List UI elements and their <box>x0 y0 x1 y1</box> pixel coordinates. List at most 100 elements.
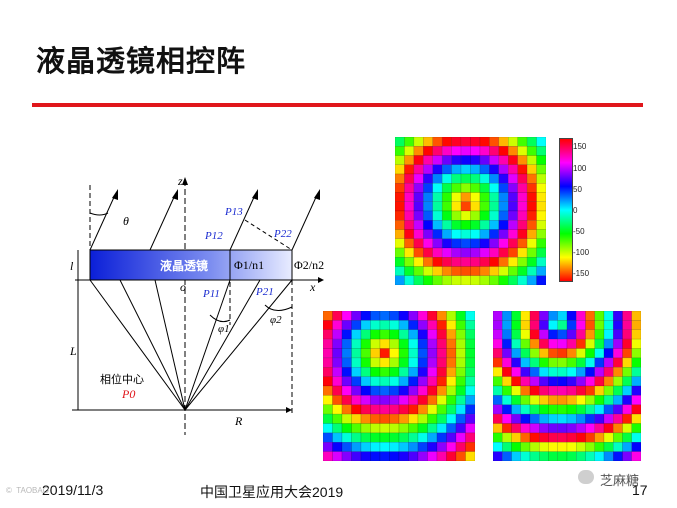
heatmap-cell <box>520 338 531 349</box>
heatmap-cell <box>585 367 595 377</box>
heatmap-cell <box>536 229 546 239</box>
heatmap-cell <box>417 385 428 396</box>
heatmap-cell <box>341 432 352 443</box>
heatmap-cell <box>498 137 509 147</box>
heatmap-cell <box>413 164 424 175</box>
heatmap-cell <box>332 413 343 424</box>
heatmap-cell <box>417 376 428 387</box>
heatmap-cell <box>470 275 481 285</box>
heatmap-cell <box>470 192 481 202</box>
heatmap-cell <box>341 442 352 452</box>
heatmap-cell <box>526 155 537 165</box>
heatmap-cell <box>432 183 443 193</box>
heatmap-cell <box>511 329 521 340</box>
heatmap-cell <box>603 367 614 377</box>
heatmap-cell <box>536 238 546 249</box>
heatmap-cell <box>557 357 568 368</box>
p13-label: P13 <box>224 206 243 218</box>
heatmap-cell <box>557 376 568 387</box>
heatmap-cell <box>479 164 490 175</box>
heatmap-cell <box>557 451 568 461</box>
heatmap-cell <box>479 173 490 184</box>
heatmap-cell <box>576 432 586 443</box>
heatmap-cell <box>585 395 595 406</box>
heatmap-cell <box>498 266 509 276</box>
heatmap-cell <box>360 442 371 452</box>
heatmap-cell <box>370 367 381 377</box>
heatmap-cell <box>423 201 433 212</box>
heatmap-cell <box>441 247 452 258</box>
heatmap-cell <box>594 348 605 359</box>
heatmap-cell <box>622 320 632 331</box>
heatmap-cell <box>489 137 500 147</box>
heatmap-cell <box>539 348 549 359</box>
heatmap-cell <box>508 266 518 276</box>
heatmap-cell <box>432 257 443 267</box>
heatmap-cell <box>395 192 405 202</box>
heatmap-cell <box>479 137 490 147</box>
heatmap-cell <box>370 432 381 443</box>
heatmap-cell <box>502 423 512 434</box>
heatmap-cell <box>594 367 605 377</box>
heatmap-cell <box>465 329 475 340</box>
heatmap-cell <box>323 338 333 349</box>
heatmap-cell <box>548 442 558 452</box>
heatmap-cell <box>408 367 419 377</box>
heatmap-cell <box>360 348 371 359</box>
heatmap-cell <box>370 357 381 368</box>
heatmap-cell <box>548 395 558 406</box>
heatmap-cell <box>536 164 546 175</box>
heatmap-cell <box>631 357 641 368</box>
heatmap-cell <box>594 413 605 424</box>
heatmap-cell <box>451 192 462 202</box>
heatmap-cell <box>622 329 632 340</box>
heatmap-cell <box>423 229 433 239</box>
heatmap-cell <box>517 146 528 156</box>
heatmap-cell <box>526 247 537 258</box>
heatmap-cell <box>446 376 457 387</box>
heatmap-cell <box>498 220 509 230</box>
heatmap-cell <box>341 348 352 359</box>
heatmap-cell <box>436 338 447 349</box>
heatmap-cell <box>511 423 521 434</box>
axis-z-label: z <box>177 174 183 188</box>
heatmap-cell <box>576 311 586 321</box>
heatmap-cell <box>493 432 503 443</box>
heatmap-cell <box>508 257 518 267</box>
footer-date: 2019/11/3 <box>42 482 104 498</box>
heatmap-cell <box>603 395 614 406</box>
heatmap-cell <box>520 348 531 359</box>
phase-ratio-2: Φ2/n2 <box>294 258 324 272</box>
heatmap-cell <box>493 320 503 331</box>
heatmap-cell <box>576 395 586 406</box>
heatmap-cell <box>603 413 614 424</box>
heatmap-cell <box>451 164 462 175</box>
incident-rays <box>89 279 293 411</box>
heatmap-cell <box>404 173 415 184</box>
heatmap-cell <box>446 385 457 396</box>
heatmap-cell <box>404 229 415 239</box>
heatmap-cell <box>389 423 400 434</box>
heatmap-cell <box>603 432 614 443</box>
heatmap-cell <box>332 320 343 331</box>
heatmap-cell <box>404 275 415 285</box>
heatmap-cell <box>536 275 546 285</box>
heatmap-cell <box>539 329 549 340</box>
heatmap-cell <box>351 357 362 368</box>
heatmap-cell <box>498 155 509 165</box>
heatmap-cell <box>489 238 500 249</box>
page-number: 17 <box>632 482 648 498</box>
heatmap-cell <box>404 155 415 165</box>
heatmap-cell <box>432 201 443 212</box>
heatmap-cell <box>379 348 390 359</box>
heatmap-cell <box>389 376 400 387</box>
heatmap-cell <box>502 395 512 406</box>
heatmap-cell <box>455 385 466 396</box>
heatmap-cell <box>539 432 549 443</box>
theta-label: θ <box>123 214 129 228</box>
heatmap-cell <box>389 367 400 377</box>
heatmap-cell <box>557 432 568 443</box>
heatmap-cell <box>526 137 537 147</box>
heatmap-cell <box>436 320 447 331</box>
heatmap-cell <box>408 338 419 349</box>
